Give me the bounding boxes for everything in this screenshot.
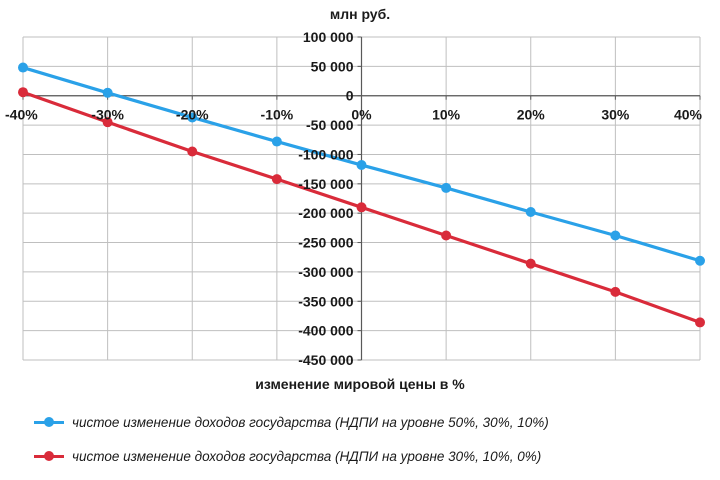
series-2-point-5 — [441, 230, 452, 241]
axes — [22, 36, 701, 361]
series-1-point-2 — [187, 112, 198, 123]
legend-item-series-1: чистое изменение доходов государства (НД… — [34, 412, 549, 432]
x-tick-label: 40% — [674, 107, 703, 123]
y-tick-label: -400 000 — [298, 323, 353, 339]
series-2-point-1 — [102, 117, 113, 128]
y-tick-label: -150 000 — [298, 176, 353, 192]
x-axis-title: изменение мировой цены в % — [255, 376, 465, 392]
legend: чистое изменение доходов государства (НД… — [34, 412, 549, 480]
series-1-point-0 — [18, 62, 28, 73]
x-tick-label: 10% — [432, 107, 461, 123]
x-tick-label: -10% — [261, 107, 294, 123]
legend-marker-series-1 — [44, 417, 54, 427]
legend-swatch-series-2 — [34, 449, 64, 463]
tick-labels: 100 000 50 000 0 -50 000 -100 000 -150 000 -20… — [5, 29, 703, 368]
x-tick-label: -20% — [176, 107, 209, 123]
y-tick-label: -250 000 — [298, 235, 353, 251]
x-tick-label: 30% — [601, 107, 630, 123]
y-tick-label: 50 000 — [311, 58, 354, 74]
y-tick-label: 100 000 — [303, 29, 354, 45]
y-tick-label: -300 000 — [298, 264, 353, 280]
x-tick-label: -40% — [5, 107, 38, 123]
series-1-point-7 — [610, 230, 621, 241]
y-tick-label: -100 000 — [298, 146, 353, 162]
series-2-point-7 — [610, 286, 621, 297]
series-2-point-3 — [271, 174, 282, 185]
series-1-point-4 — [356, 160, 367, 171]
y-tick-label: -350 000 — [298, 293, 353, 309]
legend-marker-series-2 — [44, 451, 54, 461]
legend-label-series-1: чистое изменение доходов государства (НД… — [72, 414, 549, 430]
series-2-point-0 — [18, 87, 28, 98]
y-tick-label: 0 — [346, 88, 354, 104]
series-1-point-1 — [102, 87, 113, 98]
series-1-point-5 — [441, 182, 452, 193]
series-layer — [18, 62, 705, 328]
x-tick-label: 20% — [517, 107, 546, 123]
x-tick-label: 0% — [351, 107, 372, 123]
series-2-point-4 — [356, 202, 367, 213]
y-tick-label: -200 000 — [298, 205, 353, 221]
x-tick-label: -30% — [91, 107, 124, 123]
y-tick-label: -450 000 — [298, 352, 353, 368]
series-2-point-8 — [695, 317, 705, 328]
y-tick-label: -50 000 — [306, 117, 354, 133]
series-2-point-6 — [525, 258, 536, 269]
legend-item-series-2: чистое изменение доходов государства (НД… — [34, 446, 549, 466]
unit-label: млн руб. — [329, 6, 391, 22]
legend-swatch-series-1 — [34, 415, 64, 429]
series-2-point-2 — [187, 146, 198, 157]
series-1-point-8 — [695, 255, 705, 266]
series-1-point-3 — [271, 136, 282, 147]
legend-label-series-2: чистое изменение доходов государства (НД… — [72, 448, 542, 464]
series-1-point-6 — [525, 207, 536, 218]
